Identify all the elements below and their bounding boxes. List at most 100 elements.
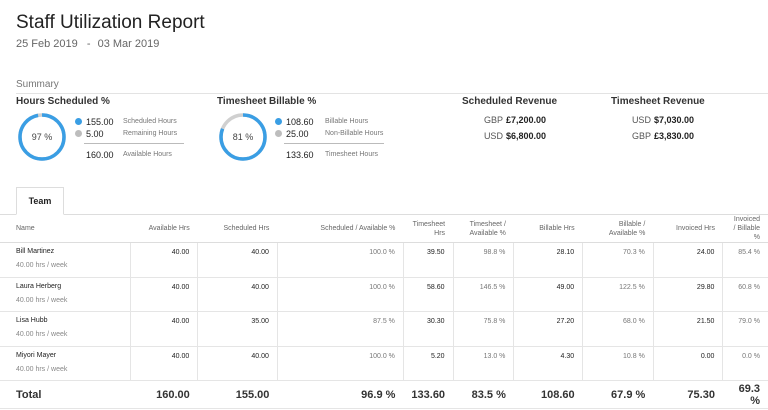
legend-label: Billable Hours bbox=[325, 118, 369, 125]
table-cell: 40.00 bbox=[130, 242, 198, 278]
summary-label: Summary bbox=[16, 79, 59, 90]
table-cell: 24.00 bbox=[652, 242, 723, 278]
column-header[interactable]: Billable Hrs bbox=[513, 215, 583, 243]
table-cell: 0.00 bbox=[652, 346, 723, 381]
total-cell: 96.9 % bbox=[277, 380, 404, 409]
table-cell: 75.8 % bbox=[452, 311, 514, 347]
scheduled-revenue-title: Scheduled Revenue bbox=[462, 96, 558, 107]
table-cell: 60.8 % bbox=[722, 277, 768, 312]
currency-code: GBP bbox=[631, 131, 651, 141]
donut-arc bbox=[219, 113, 267, 161]
tab-team[interactable]: Team bbox=[16, 187, 64, 215]
total-cell: 83.5 % bbox=[453, 380, 514, 409]
table-cell: 40.00 bbox=[197, 277, 278, 312]
timesheet-billable-percent: 81 % bbox=[232, 132, 254, 142]
table-cell: 27.20 bbox=[513, 311, 583, 347]
table-cell: 40.00 bbox=[130, 346, 198, 381]
table-cell: 39.50 bbox=[402, 242, 454, 278]
table-cell: 40.00 bbox=[197, 346, 278, 381]
table-cell: 5.20 bbox=[402, 346, 454, 381]
table-cell: 68.0 % bbox=[582, 311, 654, 347]
column-header[interactable]: Name bbox=[0, 215, 131, 243]
legend-divider bbox=[84, 143, 184, 144]
legend-value: 5.00 bbox=[86, 129, 104, 139]
staff-hours-week: 40.00 hrs / week bbox=[16, 365, 68, 373]
table-row[interactable]: Lisa Hubb 40.00 hrs / week 40.00 35.00 87… bbox=[0, 311, 768, 347]
column-header[interactable]: Invoiced Hrs bbox=[653, 215, 723, 243]
table-cell: 40.00 bbox=[197, 242, 278, 278]
timesheet-billable-title: Timesheet Billable % bbox=[217, 96, 317, 107]
total-cell: 108.60 bbox=[513, 380, 583, 409]
timesheet-billable-donut bbox=[219, 113, 267, 161]
table-cell: 85.4 % bbox=[722, 242, 768, 278]
table-cell: 79.0 % bbox=[722, 311, 768, 347]
blue-dot-icon bbox=[275, 118, 282, 125]
table-cell: 49.00 bbox=[513, 277, 583, 312]
table-cell: 29.80 bbox=[652, 277, 723, 312]
table-cell: 70.3 % bbox=[582, 242, 654, 278]
summary-divider bbox=[16, 93, 768, 94]
currency-code: USD bbox=[483, 131, 503, 141]
date-end: 03 Mar 2019 bbox=[97, 38, 160, 50]
grey-dot-icon bbox=[275, 130, 282, 137]
legend-label: Timesheet Hours bbox=[325, 151, 379, 158]
legend-remaining-hours: 5.00 Remaining Hours bbox=[75, 128, 195, 140]
staff-name[interactable]: Lisa Hubb bbox=[16, 317, 48, 324]
scheduled-revenue-usd: USD $6,800.00 bbox=[476, 130, 546, 142]
table-cell: 146.5 % bbox=[452, 277, 514, 312]
staff-name[interactable]: Bill Martinez bbox=[16, 248, 55, 255]
staff-hours-week: 40.00 hrs / week bbox=[16, 331, 68, 338]
table-row[interactable]: Miyori Mayer 40.00 hrs / week 40.00 40.00… bbox=[0, 346, 768, 381]
table-cell: 40.00 bbox=[130, 311, 198, 347]
total-cell: 160.00 bbox=[130, 380, 198, 409]
legend-billable-hours: 108.60 Billable Hours bbox=[275, 116, 395, 128]
table-cell: 98.8 % bbox=[452, 242, 514, 278]
legend-label: Non-Billable Hours bbox=[325, 130, 384, 137]
blue-dot-icon bbox=[75, 118, 82, 125]
table-cell: 58.60 bbox=[402, 277, 454, 312]
donut-arc bbox=[18, 113, 66, 161]
staff-name-cell: Bill Martinez 40.00 hrs / week bbox=[0, 242, 131, 278]
staff-name[interactable]: Miyori Mayer bbox=[16, 351, 57, 359]
staff-name-cell: Lisa Hubb 40.00 hrs / week bbox=[0, 311, 131, 347]
currency-code: USD bbox=[631, 115, 651, 125]
column-header[interactable]: Scheduled Hrs bbox=[197, 215, 278, 243]
table-cell: 100.0 % bbox=[276, 346, 404, 381]
column-header[interactable]: Timesheet / Available % bbox=[453, 215, 514, 243]
table-cell: 28.10 bbox=[513, 242, 583, 278]
revenue-amount: £3,830.00 bbox=[653, 131, 694, 141]
table-cell: 0.0 % bbox=[722, 346, 768, 381]
table-cell: 10.8 % bbox=[582, 346, 654, 381]
table-row[interactable]: Laura Herberg 40.00 hrs / week 40.00 40.0… bbox=[0, 277, 768, 312]
timesheet-revenue-usd: USD $7,030.00 bbox=[622, 114, 694, 126]
total-cell: 75.30 bbox=[653, 380, 723, 409]
page-title: Staff Utilization Report bbox=[16, 12, 205, 33]
column-header[interactable]: Timesheet Hrs bbox=[403, 215, 454, 243]
column-header[interactable]: Scheduled / Available % bbox=[277, 215, 404, 243]
legend-label: Scheduled Hours bbox=[123, 118, 177, 125]
total-cell: 69.3 % bbox=[722, 380, 768, 409]
legend-value: 155.00 bbox=[86, 117, 114, 127]
total-label: Total bbox=[0, 380, 131, 409]
legend-label: Remaining Hours bbox=[123, 130, 178, 137]
revenue-amount: $7,030.00 bbox=[653, 115, 694, 125]
legend-label: Available Hours bbox=[123, 151, 172, 158]
column-header[interactable]: Billable / Available % bbox=[582, 215, 654, 243]
column-header[interactable]: Available Hrs bbox=[130, 215, 198, 243]
timesheet-revenue-gbp: GBP £3,830.00 bbox=[622, 130, 694, 142]
revenue-amount: $6,800.00 bbox=[505, 131, 546, 141]
legend-value: 108.60 bbox=[286, 117, 314, 127]
table-cell: 40.00 bbox=[130, 277, 198, 312]
timesheet-revenue-title: Timesheet Revenue bbox=[611, 96, 705, 107]
total-cell: 133.60 bbox=[403, 380, 454, 409]
column-header[interactable]: Invoiced / Billable % bbox=[722, 215, 768, 243]
revenue-amount: £7,200.00 bbox=[505, 115, 546, 125]
legend-value: 133.60 bbox=[286, 150, 314, 160]
table-header-row: Name Available Hrs Scheduled Hrs Schedul… bbox=[0, 215, 768, 243]
table-row[interactable]: Bill Martinez 40.00 hrs / week 40.00 40.0… bbox=[0, 242, 768, 278]
staff-name[interactable]: Laura Herberg bbox=[16, 282, 62, 290]
hours-scheduled-donut bbox=[18, 113, 66, 161]
table-cell: 100.0 % bbox=[276, 242, 404, 278]
staff-hours-week: 40.00 hrs / week bbox=[16, 262, 68, 269]
staff-name-cell: Laura Herberg 40.00 hrs / week bbox=[0, 277, 131, 312]
